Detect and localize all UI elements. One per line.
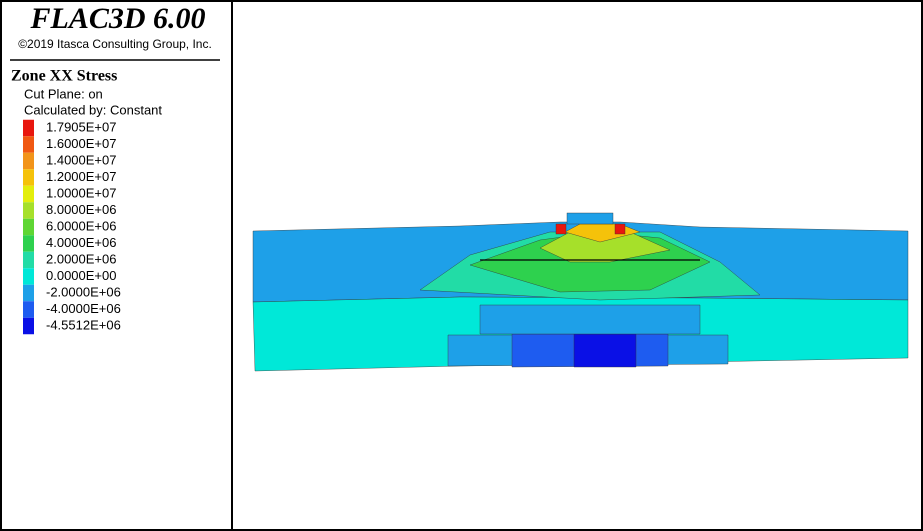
legend-label: -4.5512E+06 — [46, 317, 121, 332]
legend-label: 8.0000E+06 — [46, 202, 116, 217]
blue-middle — [479, 304, 701, 335]
legend-label: 1.7905E+07 — [46, 119, 116, 134]
legend-label: 6.0000E+06 — [46, 218, 116, 233]
legend-label: 2.0000E+06 — [46, 251, 116, 266]
legend-label: 1.4000E+07 — [46, 152, 116, 167]
legend-swatch — [23, 268, 34, 285]
legend-swatch — [23, 119, 34, 137]
peak-left — [555, 223, 567, 235]
legend-swatch — [23, 218, 34, 236]
legend-label: -2.0000E+06 — [46, 284, 121, 299]
legend-label: 0.0000E+00 — [46, 268, 116, 283]
legend-label: 1.6000E+07 — [46, 136, 116, 151]
legend-swatch — [23, 301, 34, 318]
peak-right — [614, 223, 626, 235]
legend-swatch — [23, 136, 34, 153]
top-block — [566, 212, 614, 225]
legend-label: 1.2000E+07 — [46, 169, 116, 184]
legend-label: 1.0000E+07 — [46, 185, 116, 200]
legend-swatch — [23, 169, 34, 186]
legend-swatch — [23, 251, 34, 269]
legend-swatch — [23, 317, 34, 335]
legend-swatch — [23, 152, 34, 170]
legend-title: Zone XX Stress — [11, 68, 117, 85]
legend-label: 4.0000E+06 — [46, 235, 116, 250]
legend-swatch — [23, 202, 34, 219]
model — [252, 212, 909, 372]
legend-line: Calculated by: Constant — [24, 102, 162, 117]
min-zone — [573, 333, 637, 368]
legend-swatch — [23, 235, 34, 252]
legend-swatch — [23, 284, 34, 302]
app-title: FLAC3D 6.00 — [29, 2, 205, 35]
legend-swatch — [23, 185, 34, 203]
legend-line: Cut Plane: on — [24, 86, 103, 101]
copyright: ©2019 Itasca Consulting Group, Inc. — [18, 37, 212, 51]
legend-label: -4.0000E+06 — [46, 301, 121, 316]
